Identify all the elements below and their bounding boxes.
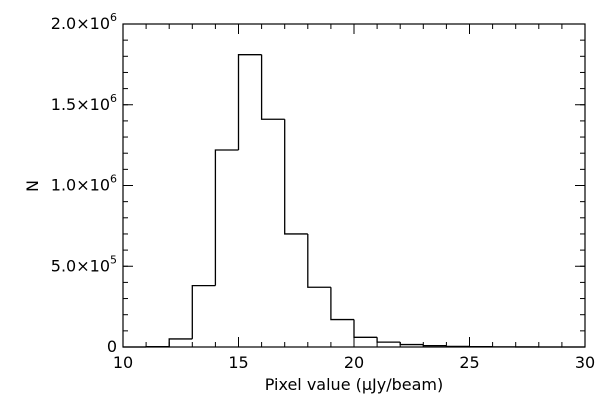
histogram-bin	[260, 54, 285, 120]
y-tick-label: 2.0×106	[51, 11, 117, 33]
x-tick-labels: 10 15 20 25 30	[113, 353, 595, 372]
x-tick-label: 10	[113, 353, 133, 372]
x-axis-label: Pixel value (μJy/beam)	[265, 375, 444, 394]
histogram-bin	[191, 284, 216, 339]
y-tick-label: 5.0×105	[51, 253, 117, 275]
y-axis-label: N	[23, 180, 42, 192]
y-tick-label: 1.5×106	[51, 92, 117, 114]
histogram-bin	[330, 287, 354, 321]
histogram-bin	[214, 149, 239, 286]
y-tick-labels: 0 5.0×105 1.0×106 1.5×106 2.0×106	[51, 11, 117, 356]
histogram-bin	[445, 345, 470, 348]
histogram-bin	[168, 338, 193, 347]
x-tick-label: 20	[344, 353, 364, 372]
y-tick-label: 1.0×106	[51, 173, 117, 195]
y-tick-label: 0	[107, 337, 117, 356]
x-tick-label: 15	[228, 353, 248, 372]
histogram-bin	[353, 319, 378, 338]
histogram-bin	[376, 337, 401, 343]
x-tick-label: 25	[459, 353, 479, 372]
histogram-bin	[237, 54, 262, 150]
x-tick-label: 30	[575, 353, 595, 372]
histogram-bins	[123, 54, 585, 348]
histogram-bin	[399, 342, 424, 346]
histogram-bin	[422, 344, 447, 347]
histogram-bin	[284, 119, 308, 235]
histogram-bin	[307, 233, 331, 288]
